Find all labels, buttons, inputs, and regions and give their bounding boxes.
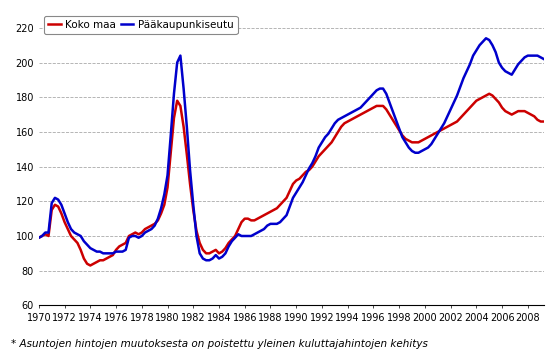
- Pääkaupunkiseutu: [36, 236, 42, 240]
- Koko maa: [312, 159, 319, 164]
- Koko maa: [222, 246, 229, 250]
- Pääkaupunkiseutu: [122, 248, 129, 252]
- Pääkaupunkiseutu: [541, 57, 547, 61]
- Koko maa: [125, 234, 132, 238]
- Pääkaupunkiseutu: [483, 36, 490, 40]
- Koko maa: [541, 119, 547, 124]
- Koko maa: [508, 112, 515, 117]
- Koko maa: [486, 92, 492, 96]
- Koko maa: [87, 263, 94, 267]
- Legend: Koko maa, Pääkaupunkiseutu: Koko maa, Pääkaupunkiseutu: [44, 16, 238, 34]
- Text: * Asuntojen hintojen muutoksesta on poistettu yleinen kuluttajahintojen kehitys: * Asuntojen hintojen muutoksesta on pois…: [11, 339, 428, 349]
- Pääkaupunkiseutu: [203, 258, 209, 263]
- Koko maa: [386, 112, 393, 117]
- Pääkaupunkiseutu: [508, 73, 515, 77]
- Pääkaupunkiseutu: [222, 251, 229, 256]
- Pääkaupunkiseutu: [312, 154, 319, 158]
- Koko maa: [36, 236, 42, 240]
- Pääkaupunkiseutu: [386, 100, 393, 105]
- Koko maa: [90, 261, 97, 266]
- Pääkaupunkiseutu: [87, 246, 94, 250]
- Line: Pääkaupunkiseutu: Pääkaupunkiseutu: [39, 38, 544, 260]
- Line: Koko maa: Koko maa: [39, 94, 544, 265]
